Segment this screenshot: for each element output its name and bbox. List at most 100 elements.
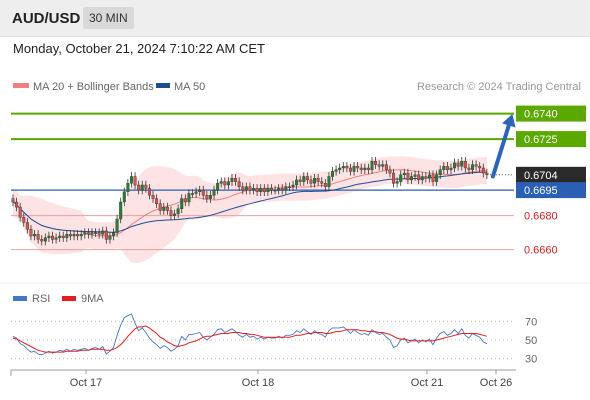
- candle: [208, 190, 212, 203]
- candle: [302, 172, 306, 186]
- candle: [183, 194, 187, 207]
- main-legend: MA 20 + Bollinger Bands MA 50 Research ©…: [13, 81, 581, 93]
- candle-body-down: [183, 198, 187, 203]
- candle: [399, 170, 403, 186]
- candle-body-up: [65, 234, 69, 238]
- last-price-label: 0.6704: [524, 170, 558, 182]
- candle-body-up: [119, 201, 123, 220]
- candle-body-up: [381, 164, 385, 167]
- candle: [86, 228, 90, 239]
- candle: [50, 231, 54, 244]
- candle: [345, 162, 349, 173]
- candle: [323, 179, 327, 191]
- candle-body-up: [341, 166, 345, 169]
- candle-body-down: [377, 164, 381, 167]
- candle: [61, 231, 65, 242]
- candle: [381, 160, 385, 171]
- timeframe-button[interactable]: 30 MIN: [83, 7, 134, 29]
- candle-body-up: [460, 160, 464, 167]
- candle-body-down: [309, 179, 313, 184]
- candle: [331, 167, 335, 181]
- candle-body-up: [395, 181, 399, 184]
- rsi-ma-legend-swatch: [62, 296, 76, 301]
- copyright-label: Research © 2024 Trading Central: [417, 81, 581, 93]
- candle-body-up: [115, 218, 119, 233]
- candle: [133, 172, 137, 190]
- x-axis: Oct 17 Oct 18 Oct 21 Oct 26: [10, 370, 512, 389]
- candle-body-up: [216, 183, 220, 191]
- candle: [11, 194, 15, 207]
- candle-body-up: [126, 183, 130, 193]
- candle-body-up: [302, 176, 306, 182]
- candle: [313, 173, 317, 188]
- candle-body-down: [298, 179, 302, 182]
- candle: [341, 162, 345, 173]
- candle-body-down: [280, 188, 284, 191]
- candle: [262, 184, 266, 197]
- candle: [36, 230, 40, 244]
- x-tick-label: Oct 18: [242, 377, 274, 389]
- candle-body-up: [284, 186, 288, 191]
- support-level-label: 0.6660: [524, 245, 558, 257]
- resistance-level-label: 0.6740: [524, 109, 558, 121]
- candle-body-down: [248, 186, 252, 191]
- candle-body-up: [194, 191, 198, 194]
- candle: [352, 162, 356, 176]
- candle-body-up: [108, 235, 112, 240]
- candle: [348, 163, 352, 176]
- candle-body-up: [230, 177, 234, 182]
- currency-pair-title: AUD/USD: [12, 10, 81, 27]
- candle-body-up: [435, 174, 439, 182]
- candle-body-up: [212, 189, 216, 196]
- candle: [269, 184, 273, 195]
- pivot-label-box: [516, 182, 586, 199]
- candle-body-up: [363, 167, 367, 170]
- main-plot: 0.6740 0.6725 0.6704 0.6695 0.6680 0.6660: [11, 105, 586, 263]
- candle-body-up: [43, 237, 47, 242]
- candle: [363, 163, 367, 174]
- candle: [467, 163, 471, 174]
- candle: [151, 190, 155, 203]
- candle: [259, 184, 263, 197]
- candle-body-up: [54, 237, 58, 240]
- candle-body-down: [97, 232, 101, 235]
- candle: [295, 175, 299, 190]
- candle-body-up: [420, 176, 424, 181]
- rsi-ma-legend-label: 9MA: [81, 293, 104, 305]
- pivot-level-label: 0.6695: [524, 185, 558, 197]
- candle: [155, 194, 159, 208]
- candle: [356, 162, 360, 173]
- candle: [449, 163, 453, 174]
- candle-body-down: [104, 230, 108, 240]
- candle-body-down: [392, 172, 396, 184]
- rsi-y-tick-label: 30: [525, 354, 537, 366]
- projection-arrow-shaft: [490, 119, 512, 179]
- candle-body-up: [219, 181, 223, 184]
- candle-body-down: [478, 166, 482, 169]
- candle: [248, 182, 252, 195]
- candle-body-down: [374, 160, 378, 165]
- candle-body-up: [291, 184, 295, 187]
- candle-body-down: [262, 188, 266, 192]
- candle-body-down: [165, 206, 169, 211]
- candle-body-down: [144, 184, 148, 189]
- candle: [273, 185, 277, 195]
- candle: [388, 165, 392, 178]
- candle: [79, 230, 83, 241]
- candle-body-down: [269, 188, 273, 191]
- rsi-line: [12, 313, 488, 356]
- candle-body-up: [180, 198, 184, 210]
- candle-body-down: [205, 194, 209, 199]
- last-price-label-box: [516, 166, 586, 183]
- rsi-ma-line: [12, 325, 488, 353]
- candle: [72, 230, 76, 241]
- candle: [456, 158, 460, 171]
- candle-body-down: [86, 232, 90, 235]
- candle: [252, 184, 256, 195]
- candle-body-up: [334, 169, 338, 172]
- candle: [187, 189, 191, 207]
- candle: [112, 228, 116, 241]
- candle-body-up: [338, 167, 342, 170]
- candle: [284, 182, 288, 195]
- candle-body-down: [237, 181, 241, 187]
